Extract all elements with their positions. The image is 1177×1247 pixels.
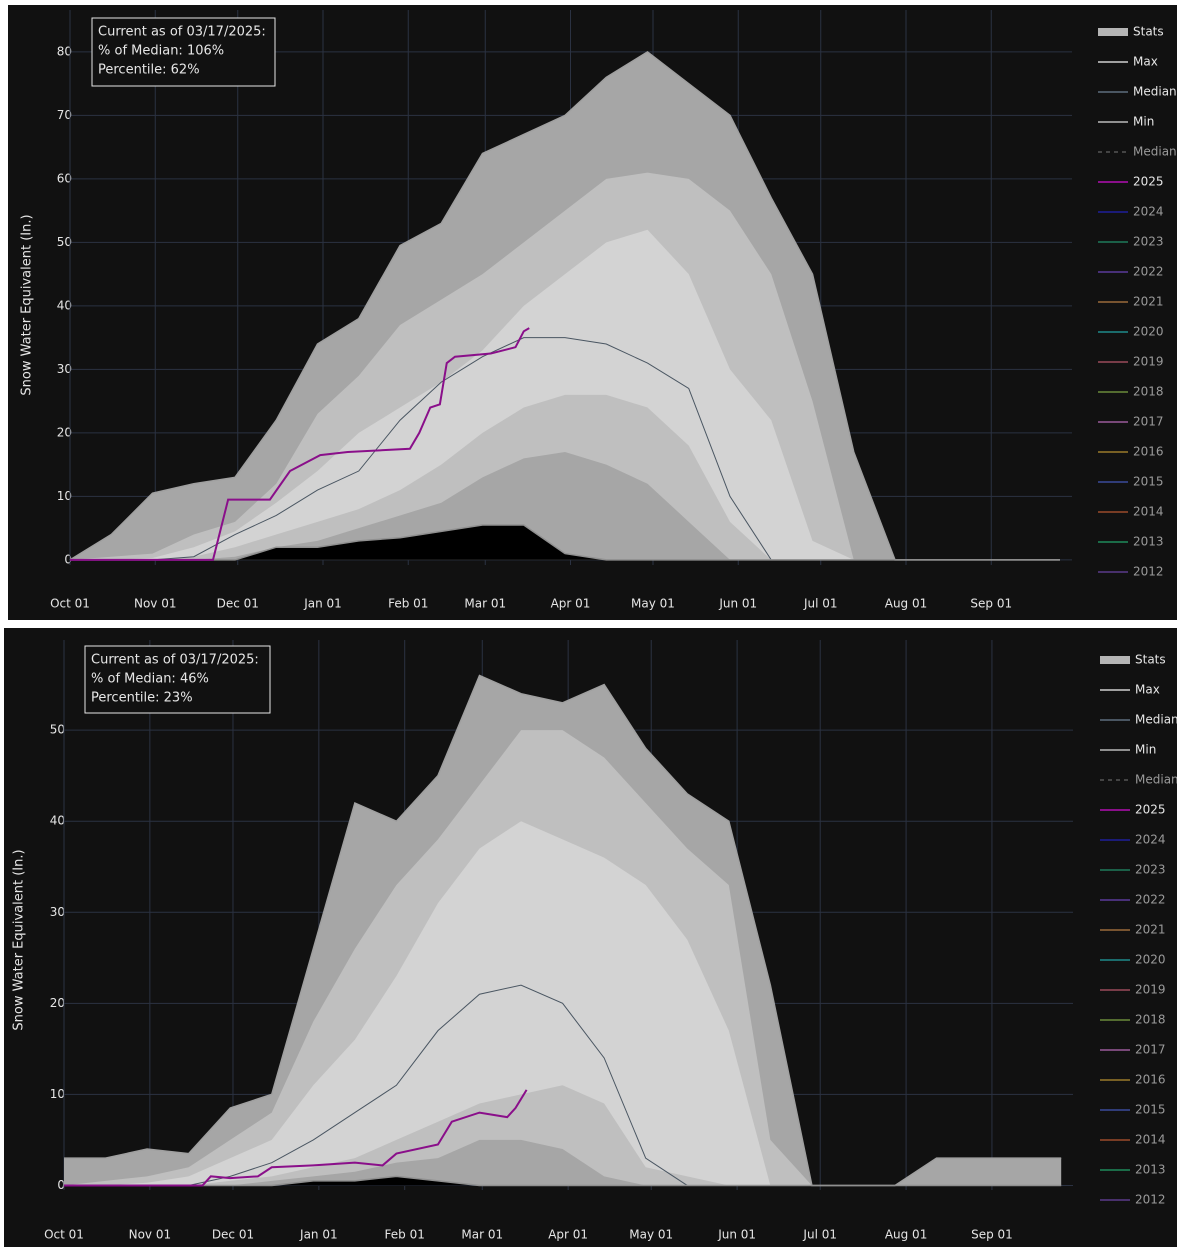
x-tick-label: Jul 01 [803,597,838,611]
legend-label: Max [1133,55,1158,69]
legend-label: 2020 [1135,953,1166,967]
legend-label: Stats [1133,25,1164,39]
x-tick-label: Nov 01 [129,1228,172,1242]
y-tick-label: 30 [57,362,72,376]
series-line [64,1175,1062,1187]
legend-label: 2025 [1133,175,1164,189]
legend-label: 2024 [1135,833,1166,847]
annotation-box [91,17,276,87]
x-tick-label: Jun 01 [718,597,757,611]
legend-label: 2014 [1133,505,1164,519]
x-tick-label: May 01 [629,1228,673,1242]
y-tick-label: 80 [57,44,72,58]
x-tick-label: Jul 01 [802,1228,837,1242]
x-tick-label: Nov 01 [134,597,177,611]
area [64,1176,1062,1186]
series-line [70,327,530,561]
x-tick-label: Jan 01 [303,597,342,611]
annotation-line: % of Median: 106% [98,44,224,59]
legend-label: Stats [1135,653,1166,667]
legend-label: Max [1135,683,1160,697]
y-axis-label: Snow Water Equivalent (In.) [20,214,35,395]
x-tick-label: Feb 01 [385,1228,425,1242]
annotation-line: Current as of 03/17/2025: [91,653,259,668]
annotation-line: Percentile: 62% [98,63,200,78]
area [70,524,1060,560]
x-tick-label: Aug 01 [885,1228,928,1242]
legend-label: 2018 [1133,385,1164,399]
y-tick-label: 70 [57,108,72,122]
legend-label: 2019 [1135,983,1166,997]
x-tick-label: Aug 01 [885,597,928,611]
legend-label: Min [1135,743,1156,757]
legend-label: 2015 [1133,475,1164,489]
y-tick-label: 30 [50,905,65,919]
legend-label: 2016 [1135,1073,1166,1087]
x-tick-label: Mar 01 [464,597,506,611]
x-tick-label: Feb 01 [388,597,428,611]
annotation-box [84,645,271,714]
series-line [70,524,1060,561]
legend-label: 2012 [1133,565,1164,579]
series-line [64,1089,528,1187]
legend-label: 2019 [1133,355,1164,369]
y-tick-label: 50 [57,235,72,249]
legend-label: 2022 [1135,893,1166,907]
legend-label: 2020 [1133,325,1164,339]
y-tick-label: 50 [50,723,65,737]
annotation-line: % of Median: 46% [91,672,209,687]
legend-label: 2013 [1135,1163,1166,1177]
x-tick-label: Jan 01 [299,1228,338,1242]
x-tick-label: Apr 01 [551,597,591,611]
x-tick-label: May 01 [631,597,675,611]
legend-swatch [1100,656,1130,664]
x-tick-label: Sep 01 [970,597,1012,611]
x-tick-label: Sep 01 [971,1228,1013,1242]
legend-label: 2021 [1135,923,1166,937]
legend-label: Median [1135,713,1177,727]
legend-label: 2022 [1133,265,1164,279]
legend-label: Median [1133,85,1177,99]
x-tick-label: Mar 01 [461,1228,503,1242]
legend-label: Min [1133,115,1154,129]
y-tick-label: 20 [50,996,65,1010]
x-tick-label: Oct 01 [44,1228,84,1242]
y-axis-label: Snow Water Equivalent (In.) [12,849,27,1030]
y-tick-label: 40 [50,814,65,828]
x-tick-label: Jun 01 [717,1228,756,1242]
stats-band [64,1139,1062,1186]
stats-band [64,1085,1062,1186]
annotation-line: Percentile: 23% [91,691,193,706]
legend-label: 2013 [1133,535,1164,549]
legend-label: 2017 [1133,415,1164,429]
legend-label: Median [1133,145,1177,159]
x-tick-label: Dec 01 [217,597,259,611]
y-tick-label: 60 [57,171,72,185]
stats-band [70,451,1060,560]
y-tick-label: 20 [57,425,72,439]
legend-label: 2021 [1133,295,1164,309]
x-tick-label: Dec 01 [212,1228,254,1242]
y-tick-label: 10 [50,1087,65,1101]
legend-swatch [1098,28,1128,36]
legend-label: 2017 [1135,1043,1166,1057]
y-tick-label: 10 [57,489,72,503]
y-tick-label: 0 [57,1178,65,1192]
legend-label: Median [1135,773,1177,787]
legend-label: 2012 [1135,1193,1166,1207]
legend-label: 2025 [1135,803,1166,817]
x-tick-label: Apr 01 [548,1228,588,1242]
legend-label: 2018 [1135,1013,1166,1027]
legend-label: 2015 [1135,1103,1166,1117]
legend-label: 2024 [1133,205,1164,219]
legend-label: 2023 [1135,863,1166,877]
legend-label: 2023 [1133,235,1164,249]
x-tick-label: Oct 01 [50,597,90,611]
y-tick-label: 0 [64,552,72,566]
legend-label: 2016 [1133,445,1164,459]
annotation-line: Current as of 03/17/2025: [98,25,266,40]
y-tick-label: 40 [57,298,72,312]
legend-label: 2014 [1135,1133,1166,1147]
